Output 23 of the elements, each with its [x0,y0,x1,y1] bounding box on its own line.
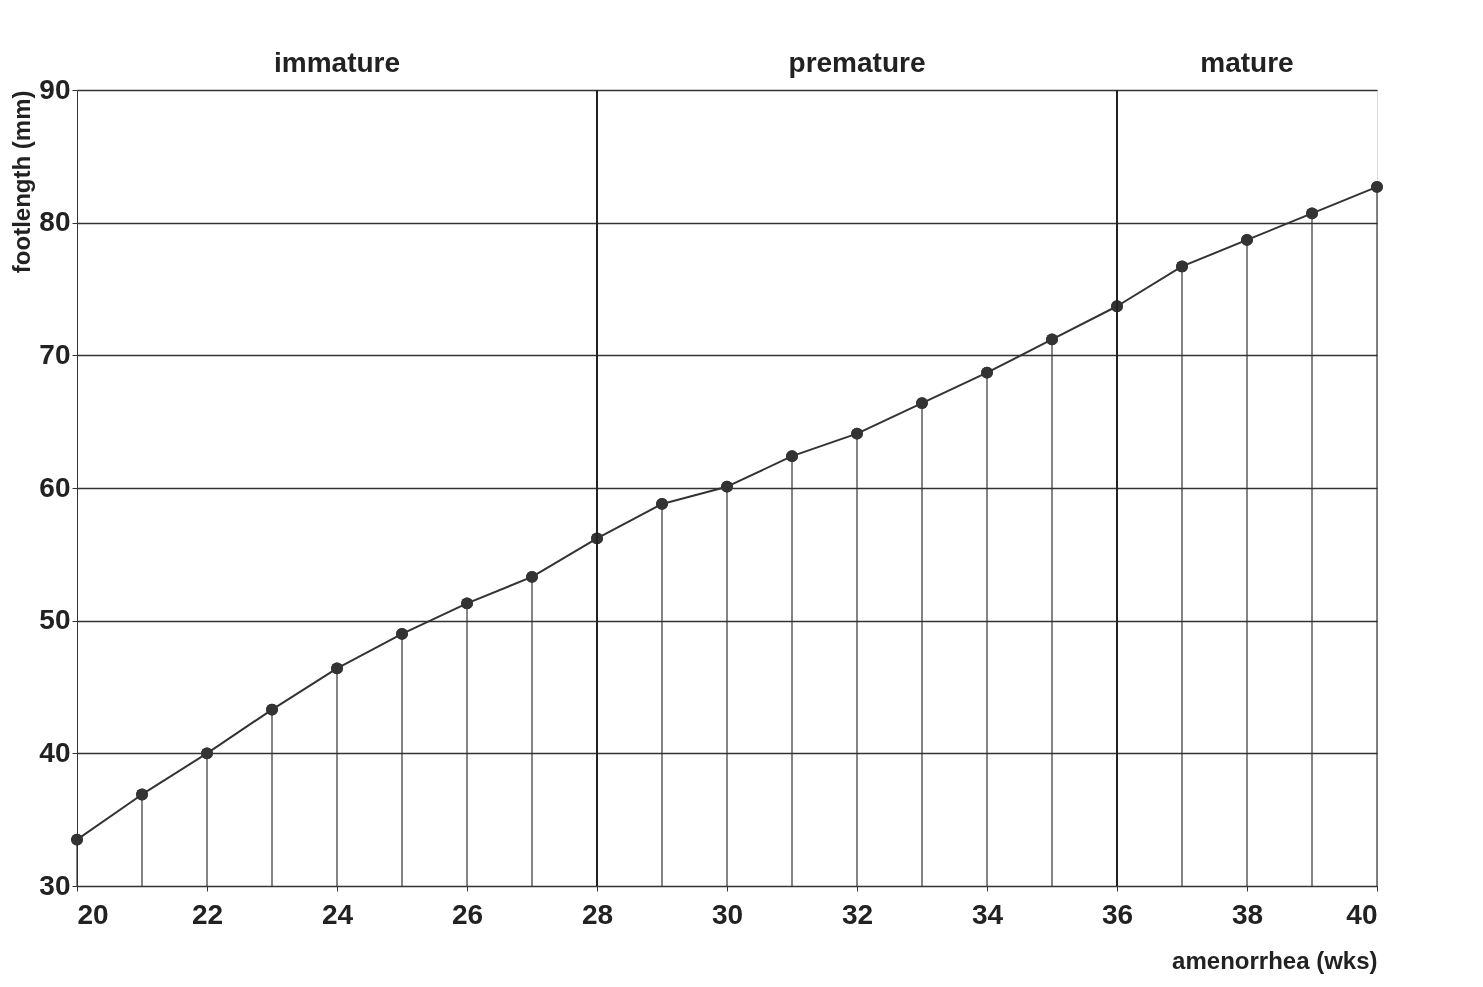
x-tick-label: 32 [841,898,874,930]
x-tick-label: 38 [1231,898,1264,930]
x-tick-label: 30 [711,898,744,930]
x-tick-label: 36 [1101,898,1134,930]
x-tick-label: 28 [581,898,614,930]
y-tick-label: 40 [39,736,71,768]
text: immature [273,47,401,78]
y-tick-label: 90 [39,73,71,105]
x-tick-label: 26 [451,898,484,930]
y-tick-label: 60 [39,471,71,503]
text: premature [788,47,926,78]
x-axis-title: amenorrhea (wks) [1172,946,1378,974]
y-tick-label: 30 [39,869,71,901]
x-tick-label: 40 [1346,898,1378,930]
y-axis-title: footlength (mm) [8,90,36,274]
x-tick-label: 20 [77,898,109,930]
x-tick-label: 34 [971,898,1004,930]
y-tick-label: 80 [39,206,71,238]
x-tick-label: 24 [321,898,354,930]
y-tick-label: 50 [39,604,71,636]
text: mature [1200,47,1294,78]
y-tick-label: 70 [39,338,71,370]
x-tick-label: 22 [191,898,224,930]
